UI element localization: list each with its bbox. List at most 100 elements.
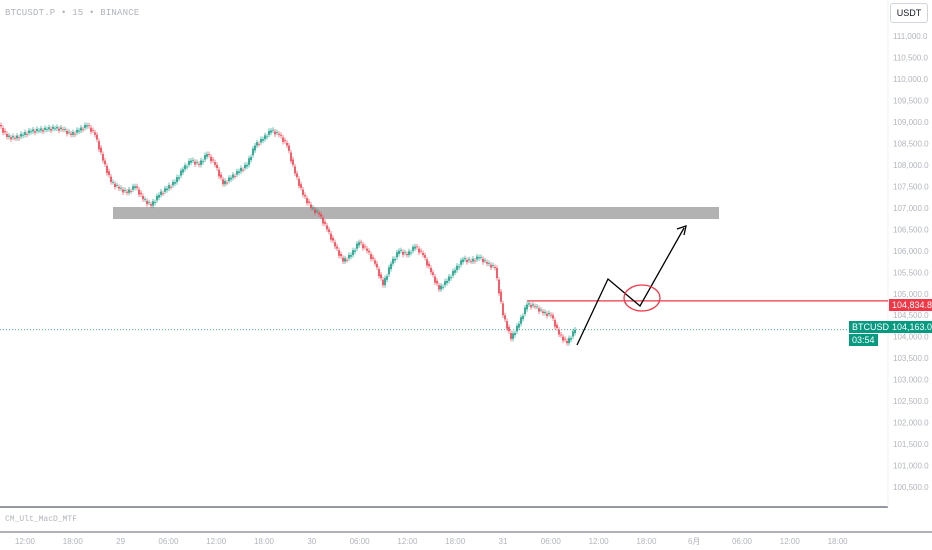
candle <box>220 171 222 181</box>
candle-body <box>174 182 176 184</box>
candle-body <box>438 285 440 290</box>
candle <box>70 130 72 138</box>
candle-body <box>78 130 80 132</box>
candle <box>418 246 420 256</box>
candle-body <box>182 169 184 173</box>
candle-body <box>240 167 242 172</box>
candle <box>246 162 248 170</box>
price-tick: 105,000.0 <box>893 290 929 299</box>
candle <box>292 156 294 168</box>
candle-body <box>100 147 102 153</box>
candle <box>406 251 408 258</box>
candle-body <box>320 214 322 217</box>
candle-body <box>116 185 118 186</box>
candle <box>110 174 112 185</box>
candle <box>98 138 100 152</box>
candle <box>112 179 114 185</box>
time-tick: 29 <box>116 537 125 546</box>
candle <box>346 257 348 263</box>
candle-body <box>208 154 210 156</box>
candle-body <box>42 130 44 132</box>
candle-body <box>458 266 460 268</box>
candle-body <box>468 259 470 261</box>
candle-body <box>18 137 20 139</box>
candle-body <box>358 242 360 246</box>
candle <box>328 226 330 235</box>
candle <box>118 184 120 192</box>
candle-body <box>34 131 36 133</box>
candle-body <box>482 258 484 263</box>
arrow-head-icon <box>676 225 687 236</box>
candle-body <box>190 160 192 163</box>
candle <box>558 327 560 338</box>
candle <box>62 126 64 133</box>
candle-body <box>456 265 458 271</box>
candle-body <box>350 255 352 257</box>
currency-button[interactable]: USDT <box>890 3 928 23</box>
candle-body <box>156 195 158 201</box>
candle-body <box>436 280 438 284</box>
candle <box>218 167 220 179</box>
candle-body <box>150 204 152 206</box>
candle <box>514 330 516 338</box>
candle-body <box>32 129 34 132</box>
candle-body <box>210 156 212 162</box>
candle <box>448 273 450 284</box>
candle <box>174 179 176 187</box>
candle <box>82 126 84 133</box>
candle <box>28 127 30 136</box>
candle <box>390 261 392 272</box>
candle-body <box>246 164 248 167</box>
candle-body <box>24 132 26 135</box>
candle-body <box>242 169 244 171</box>
candle <box>140 190 142 197</box>
candle-body <box>72 132 74 135</box>
candle-body <box>368 250 370 253</box>
candle <box>434 273 436 286</box>
candle <box>470 258 472 265</box>
candle-body <box>272 129 274 131</box>
indicator-label[interactable]: CM_Ult_MacD_MTF <box>5 515 78 524</box>
candle-body <box>286 142 288 146</box>
candle-body <box>362 244 364 249</box>
symbol-title: BTCUSDT.P • 15 • BINANCE <box>5 8 140 18</box>
candle-body <box>448 276 450 281</box>
candle-body <box>478 257 480 259</box>
candle-body <box>304 194 306 197</box>
candle <box>250 154 252 163</box>
candle <box>298 176 300 189</box>
candle-body <box>552 315 554 319</box>
candle-body <box>330 233 332 240</box>
candle-body <box>276 132 278 133</box>
candle-body <box>138 189 140 195</box>
candle <box>500 289 502 305</box>
candle-body <box>410 252 412 254</box>
candle-body <box>404 252 406 254</box>
candle-body <box>84 124 86 128</box>
candle <box>386 273 388 283</box>
candle <box>410 249 412 256</box>
candle-body <box>214 162 216 165</box>
candle-body <box>134 186 136 188</box>
retest-circle <box>623 284 661 312</box>
candle-body <box>342 257 344 262</box>
candle <box>268 128 270 138</box>
candle-body <box>508 327 510 332</box>
candle <box>194 159 196 168</box>
candle <box>538 305 540 315</box>
candle-body <box>248 158 250 165</box>
candle <box>422 250 424 258</box>
price-tick: 102,000.0 <box>893 419 929 428</box>
candle <box>168 182 170 192</box>
candle <box>368 248 370 255</box>
candle-body <box>496 267 498 279</box>
candle-body <box>446 280 448 284</box>
candle-body <box>462 259 464 263</box>
candle <box>526 301 528 312</box>
candle <box>566 338 568 346</box>
candle <box>508 324 510 334</box>
candle-body <box>274 131 276 135</box>
candle <box>116 182 118 188</box>
candle <box>182 166 184 175</box>
